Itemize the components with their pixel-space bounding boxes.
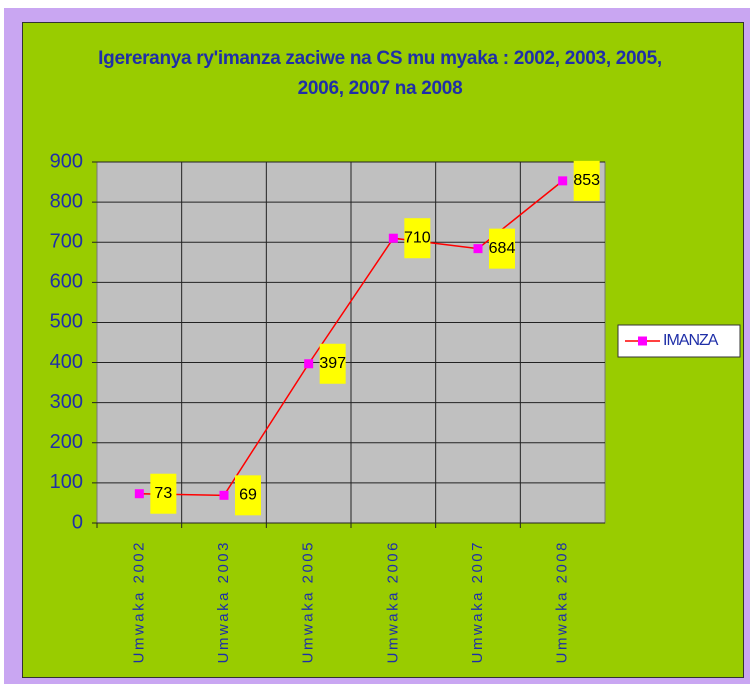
- y-tick-label: 0: [72, 511, 83, 533]
- marker: [219, 490, 229, 500]
- data-label: 853: [573, 172, 600, 189]
- y-tick-label: 500: [50, 311, 83, 333]
- marker: [134, 489, 144, 499]
- data-label: 397: [319, 355, 346, 372]
- y-tick-label: 200: [50, 431, 83, 453]
- marker: [473, 244, 483, 254]
- x-tick-label: Umwaka 2002: [130, 540, 147, 663]
- data-label: 684: [489, 240, 516, 257]
- legend-label: IMANZA: [663, 332, 719, 349]
- data-label-box: [404, 218, 431, 259]
- marker: [304, 359, 314, 369]
- legend-marker: [638, 336, 647, 346]
- y-tick-label: 400: [50, 351, 83, 373]
- y-tick-label: 600: [50, 271, 83, 293]
- data-label: 69: [239, 487, 257, 504]
- x-tick-label: Umwaka 2008: [554, 540, 571, 663]
- data-label-box: [573, 160, 600, 201]
- y-tick-label: 900: [50, 150, 83, 172]
- marker: [558, 176, 568, 186]
- marker: [388, 233, 398, 243]
- y-tick-label: 300: [50, 391, 83, 413]
- x-tick-label: Umwaka 2006: [384, 540, 401, 663]
- data-label: 710: [404, 229, 431, 246]
- data-label-box: [319, 343, 346, 384]
- y-tick-label: 700: [50, 231, 83, 253]
- data-label: 73: [154, 485, 172, 502]
- data-label-box: [150, 473, 177, 514]
- y-tick-label: 100: [50, 471, 83, 493]
- x-tick-label: Umwaka 2005: [300, 540, 317, 663]
- data-label-box: [235, 475, 261, 516]
- chart-title: Igereranya ry'imanza zaciwe na CS mu mya…: [98, 48, 662, 99]
- x-tick-label: Umwaka 2003: [215, 540, 232, 663]
- x-tick-label: Umwaka 2007: [469, 540, 486, 663]
- y-tick-label: 800: [50, 190, 83, 212]
- data-label-box: [489, 228, 515, 269]
